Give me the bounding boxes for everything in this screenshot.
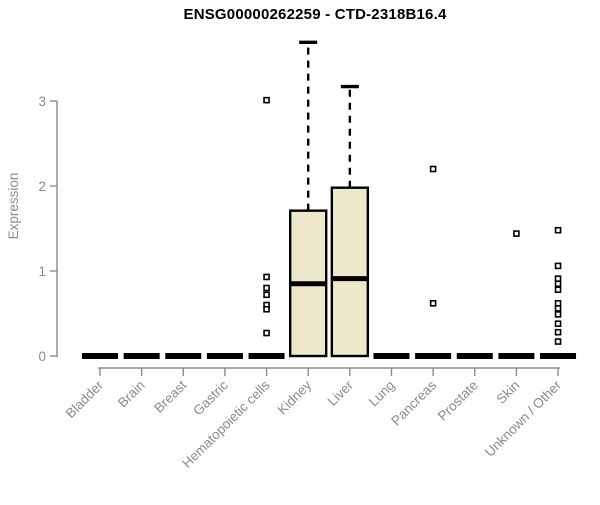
collapsed-box-skin <box>498 353 535 359</box>
outlier-point-hematopoietic-cells <box>263 329 270 337</box>
outlier-point-unknown-other <box>554 262 562 270</box>
outlier-point-unknown-other <box>554 338 562 345</box>
outlier-point-pancreas <box>429 165 437 173</box>
outlier-point-unknown-other <box>554 286 562 294</box>
outlier-point-hematopoietic-cells <box>263 284 270 292</box>
collapsed-box-hematopoietic-cells <box>248 353 285 359</box>
outlier-point-unknown-other <box>554 275 562 282</box>
outlier-point-unknown-other <box>554 320 562 328</box>
x-tick-label-brain: Brain <box>115 378 148 411</box>
y-tick-label: 1 <box>38 264 46 279</box>
collapsed-box-pancreas <box>415 353 452 359</box>
outlier-point-hematopoietic-cells <box>263 273 270 281</box>
y-tick-label: 2 <box>38 179 46 194</box>
x-tick-label-breast: Breast <box>151 377 189 415</box>
outlier-point-unknown-other <box>554 305 562 312</box>
outlier-point-unknown-other <box>554 328 562 336</box>
collapsed-box-gastric <box>206 353 243 359</box>
outlier-point-unknown-other <box>554 280 562 288</box>
collapsed-box-prostate <box>456 353 493 359</box>
x-tick-label-lung: Lung <box>366 378 398 410</box>
outlier-point-unknown-other <box>554 311 562 318</box>
x-tick-label-unknown-other: Unknown / Other <box>482 377 565 460</box>
outlier-point-pancreas <box>429 299 437 307</box>
chart-title: ENSG00000262259 - CTD-2318B16.4 <box>183 6 447 23</box>
x-tick-label-liver: Liver <box>325 377 357 409</box>
outlier-point-hematopoietic-cells <box>263 305 270 313</box>
outlier-point-hematopoietic-cells <box>263 291 270 299</box>
outlier-point-skin <box>513 230 520 237</box>
x-tick-label-gastric: Gastric <box>190 377 231 418</box>
y-tick-label: 3 <box>38 94 46 109</box>
outlier-point-hematopoietic-cells <box>263 96 270 104</box>
y-axis-title: Expression <box>6 172 21 240</box>
y-tick-label: 0 <box>38 349 46 364</box>
collapsed-box-lung <box>373 353 410 359</box>
collapsed-box-bladder <box>82 353 118 359</box>
x-tick-label-prostate: Prostate <box>435 378 481 424</box>
box-liver <box>330 186 370 358</box>
collapsed-box-breast <box>165 353 202 359</box>
x-tick-label-bladder: Bladder <box>63 377 107 421</box>
outlier-point-unknown-other <box>554 299 562 307</box>
x-tick-label-skin: Skin <box>493 378 522 407</box>
x-tick-label-kidney: Kidney <box>275 377 315 417</box>
collapsed-box-brain <box>123 353 160 359</box>
outlier-point-unknown-other <box>554 226 562 234</box>
collapsed-box-unknown-other <box>540 353 577 359</box>
x-tick-label-pancreas: Pancreas <box>388 377 439 428</box>
